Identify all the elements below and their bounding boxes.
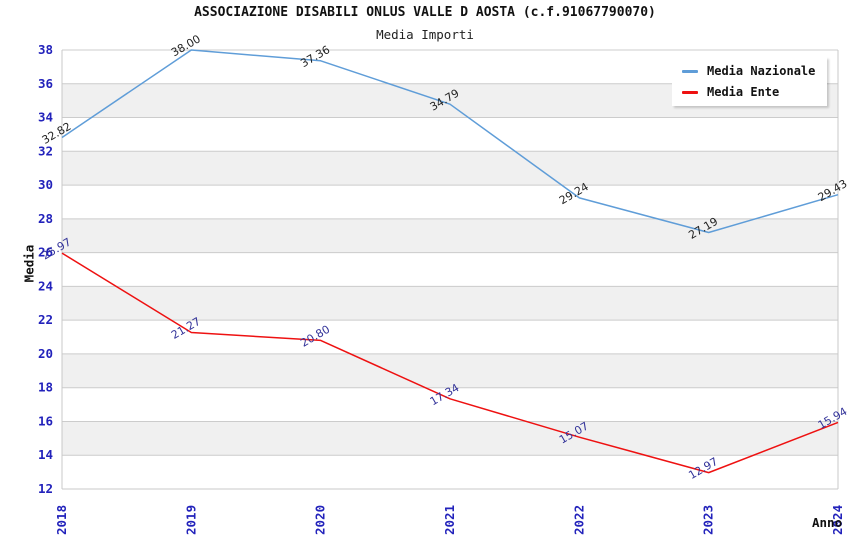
chart-subtitle: Media Importi [376, 27, 474, 42]
y-tick-label: 14 [38, 447, 53, 462]
y-tick-label: 12 [38, 481, 53, 496]
plot-band [62, 455, 838, 489]
x-tick-label: 2022 [571, 505, 586, 535]
plot-band [62, 185, 838, 219]
legend-line-icon [682, 90, 698, 94]
legend-line-icon [682, 69, 698, 73]
x-tick-label: 2023 [701, 505, 716, 535]
y-tick-label: 28 [38, 211, 53, 226]
legend-item-media-nazionale: Media Nazionale [682, 64, 815, 78]
y-axis-title: Media [21, 244, 37, 283]
x-tick-label: 2019 [183, 505, 198, 535]
y-tick-label: 32 [38, 143, 53, 158]
plot-band [62, 320, 838, 354]
y-tick-label: 20 [38, 346, 53, 361]
x-axis-title: Anno [812, 515, 843, 530]
y-tick-label: 18 [38, 380, 53, 395]
y-tick-label: 38 [38, 42, 53, 57]
plot-band [62, 353, 838, 388]
plot-band [62, 387, 838, 422]
y-tick-label: 34 [38, 110, 53, 125]
plot-band [62, 252, 838, 287]
plot-band [62, 218, 838, 253]
x-tick-label: 2018 [54, 505, 69, 535]
chart-title: ASSOCIAZIONE DISABILI ONLUS VALLE D AOST… [194, 5, 656, 20]
x-tick-label: 2020 [313, 505, 328, 535]
plot-band [62, 117, 838, 152]
legend-label: Media Nazionale [707, 64, 816, 78]
x-tick-label: 2024 [830, 505, 845, 535]
y-tick-label: 22 [38, 312, 53, 327]
y-tick-label: 36 [38, 76, 53, 91]
chart-legend: Media Nazionale Media Ente [672, 57, 828, 106]
y-tick-label: 16 [38, 413, 53, 428]
y-tick-label: 24 [38, 278, 53, 293]
plot-band [62, 286, 838, 321]
x-tick-label: 2021 [442, 505, 457, 535]
legend-label: Media Ente [707, 85, 780, 99]
series-line-media-ente [61, 252, 839, 474]
y-tick-label: 26 [38, 245, 53, 260]
plot-band [62, 421, 838, 456]
plot-band [62, 151, 838, 186]
legend-item-media-ente: Media Ente [682, 85, 815, 99]
y-tick-label: 30 [38, 177, 53, 192]
series-line-media-nazionale [61, 49, 839, 234]
